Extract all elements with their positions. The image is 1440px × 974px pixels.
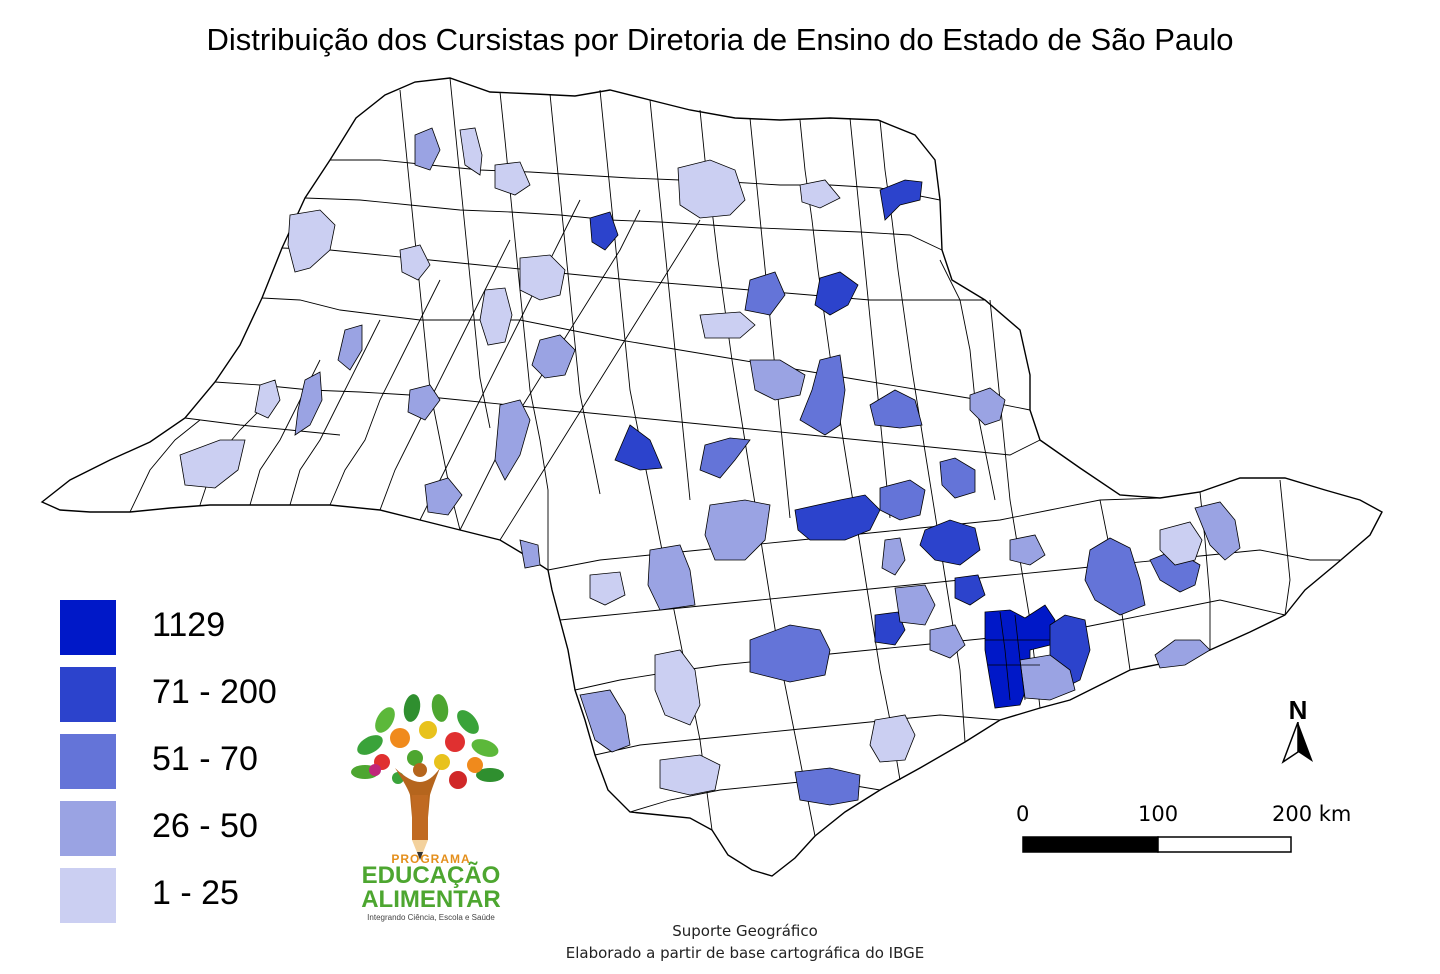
district-f (874, 611, 906, 646)
map-title: Distribuição dos Cursistas por Diretoria… (206, 22, 1234, 57)
district-aw (654, 649, 701, 726)
district-an (287, 209, 336, 273)
legend-swatch (60, 734, 116, 789)
legend-label: 1 - 25 (152, 874, 239, 912)
scale-label-200: 200 km (1272, 802, 1352, 826)
district-u (494, 399, 531, 481)
district-ag (929, 624, 966, 659)
districts-colored (179, 127, 1241, 806)
district-az (1159, 521, 1203, 566)
north-label: N (1288, 695, 1308, 725)
programa-logo (351, 694, 504, 860)
district-ae (1009, 534, 1046, 566)
district-q (939, 457, 976, 499)
district-ap (519, 254, 566, 301)
district-o (1084, 537, 1146, 616)
district-af (894, 584, 936, 626)
district-at (179, 439, 246, 489)
district-ai (1154, 639, 1211, 669)
district-t (531, 334, 576, 379)
district-bb (254, 379, 281, 419)
district-s (794, 767, 861, 806)
district-x (294, 371, 323, 436)
district-aj (881, 537, 906, 576)
district-aq (459, 127, 483, 176)
district-au (699, 311, 756, 339)
district-ab (424, 477, 463, 516)
district-c (794, 494, 881, 541)
district-r (879, 479, 926, 521)
district-ak (579, 689, 631, 753)
district-e (954, 574, 986, 606)
district-as (479, 287, 513, 346)
district-b (614, 424, 663, 471)
legend-swatch (60, 868, 116, 923)
district-m (699, 437, 751, 479)
district-ay (869, 714, 916, 763)
district-w (337, 324, 363, 371)
district-i (879, 179, 923, 221)
legend-label: 71 - 200 (152, 673, 277, 711)
legend-swatch (60, 801, 116, 856)
district-n (749, 624, 831, 683)
district-av (799, 179, 841, 209)
scale-bar (1022, 836, 1292, 853)
logo-text-programa: PROGRAMA (391, 852, 471, 866)
source-caption: Suporte Geográfico (672, 922, 818, 940)
legend-label: 1129 (152, 606, 226, 644)
scale-label-0: 0 (1016, 802, 1030, 826)
district-ax (659, 754, 721, 796)
legend-label: 26 - 50 (152, 807, 258, 845)
capital-divisions (985, 611, 1050, 701)
district-ar (494, 161, 531, 196)
pencil-trunk-icon (395, 763, 440, 860)
district-ad (969, 387, 1006, 426)
logo-text-educacao: EDUCAÇÃO (361, 862, 501, 889)
legend-label: 51 - 70 (152, 740, 258, 778)
district-ac (519, 539, 541, 569)
district-ah (1194, 501, 1241, 561)
district-l (869, 389, 923, 429)
district-y (749, 359, 806, 401)
district-ba (589, 571, 626, 606)
district-al (414, 127, 441, 171)
district-z (704, 499, 771, 561)
tree-leaves-icon (351, 694, 504, 789)
district-a (814, 271, 859, 316)
district-g (589, 211, 619, 251)
district-v (407, 384, 441, 421)
source-credit: Elaborado a partir de base cartográfica … (565, 944, 925, 962)
logo-text-alimentar: ALIMENTAR (361, 886, 501, 913)
district-aa (647, 544, 696, 611)
district-bc (399, 244, 431, 281)
north-arrow-icon (1281, 722, 1313, 764)
logo-tagline: Integrando Ciência, Escola e Saúde (367, 913, 495, 922)
legend-swatch (60, 600, 116, 655)
district-k (799, 354, 846, 436)
district-d (919, 519, 981, 566)
district-ao (677, 159, 746, 219)
scale-label-100: 100 (1138, 802, 1179, 826)
legend-swatch (60, 667, 116, 722)
district-j (744, 271, 786, 316)
